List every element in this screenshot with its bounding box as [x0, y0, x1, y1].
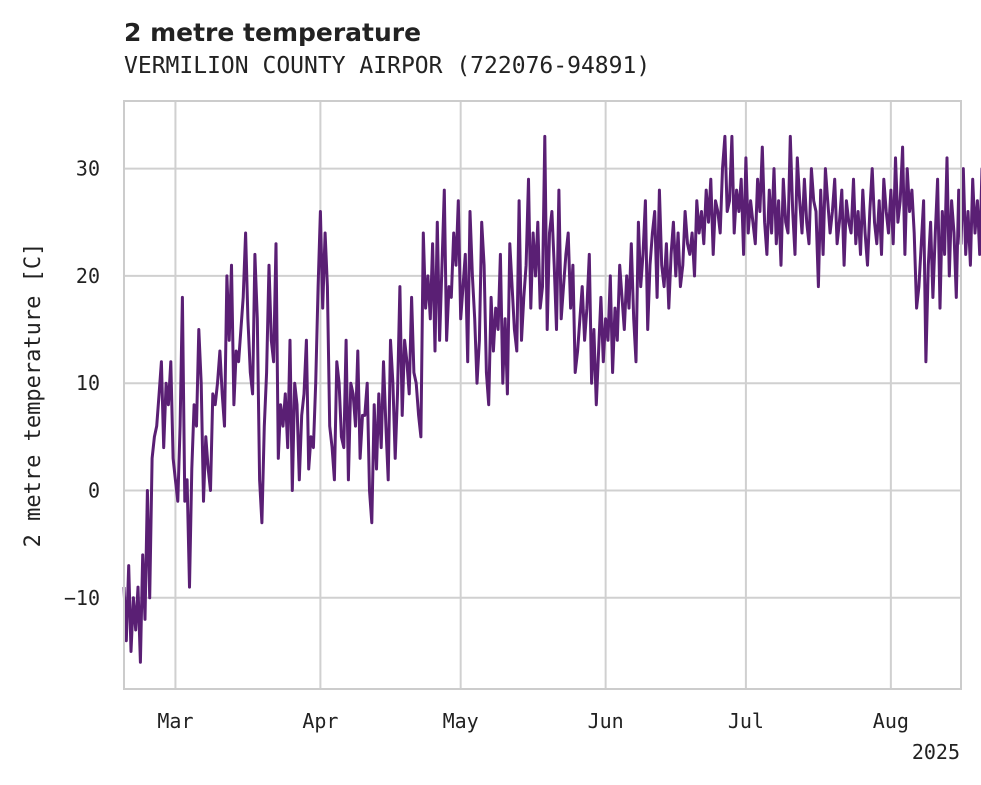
temperature-series-line [122, 134, 981, 664]
series-layer [122, 134, 981, 664]
x-tick-labels: Mar Apr May Jun Jul Aug [157, 709, 909, 733]
y-tick-label: 0 [88, 478, 100, 502]
x-tick-label: Apr [302, 709, 338, 733]
y-tick-label: 30 [76, 157, 100, 181]
y-tick-label: 10 [76, 371, 100, 395]
x-tick-label: Aug [873, 709, 909, 733]
y-tick-labels: −10 0 10 20 30 [64, 157, 100, 610]
y-tick-label: −10 [64, 586, 100, 610]
year-label: 2025 [912, 740, 960, 764]
chart-title: 2 metre temperature [124, 18, 421, 47]
plot-frame [123, 100, 962, 690]
y-axis-label: 2 metre temperature [C] [21, 243, 46, 548]
x-tick-label: Mar [157, 709, 193, 733]
x-tick-label: May [443, 709, 479, 733]
y-tick-label: 20 [76, 264, 100, 288]
chart-subtitle: VERMILION COUNTY AIRPOR (722076-94891) [124, 53, 650, 79]
x-tick-label: Jun [588, 709, 624, 733]
x-tick-label: Jul [728, 709, 764, 733]
